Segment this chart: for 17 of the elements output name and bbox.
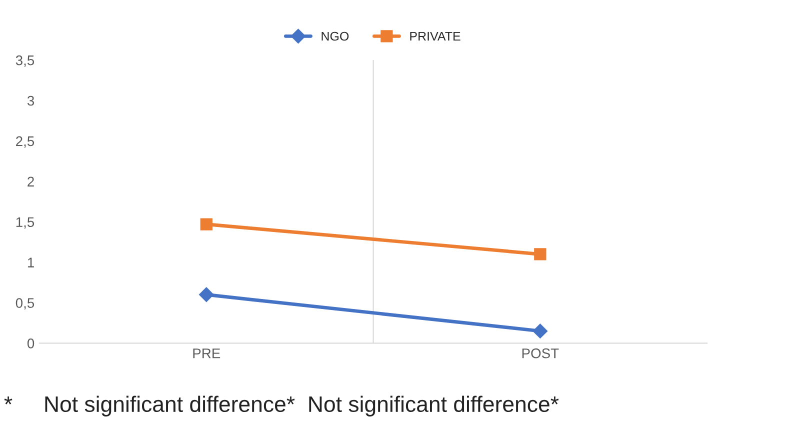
y-tick-label: 3 bbox=[27, 96, 34, 106]
text: * Not significant difference* Not significant difference* bbox=[4, 396, 559, 416]
point bbox=[200, 218, 212, 230]
point bbox=[534, 248, 546, 260]
legend-label: PRIVATE bbox=[410, 32, 460, 41]
point bbox=[198, 287, 214, 302]
y-tick-label: 1,5 bbox=[16, 217, 34, 229]
point bbox=[532, 324, 548, 338]
x-tick-label: PRE bbox=[193, 348, 220, 358]
y-tick-label: 3,5 bbox=[16, 55, 34, 67]
y-tick-label: 1 bbox=[28, 258, 34, 268]
y-tick-label: 2,5 bbox=[16, 136, 34, 148]
x-tick-label: POST bbox=[522, 348, 559, 358]
y-tick-label: 0,5 bbox=[16, 298, 34, 310]
y-tick-label: 0 bbox=[27, 338, 34, 348]
legend-label: NGO bbox=[322, 32, 349, 41]
y-tick-label: 2 bbox=[28, 176, 34, 186]
